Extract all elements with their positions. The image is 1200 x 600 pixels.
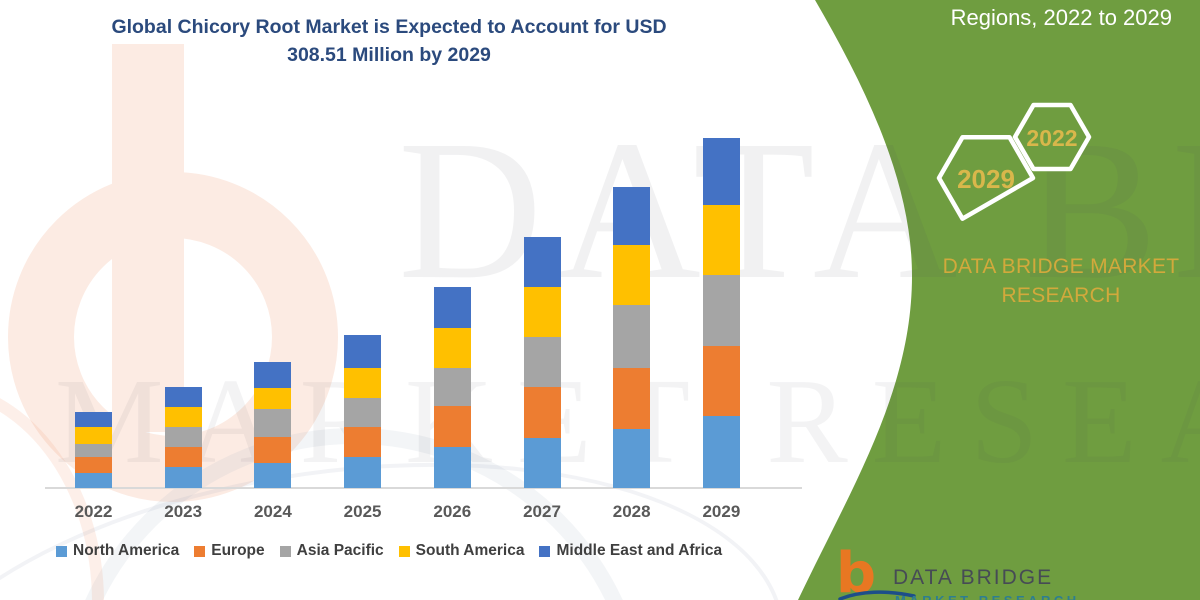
bar-segment-europe-2027 <box>523 386 561 438</box>
bar-segment-europe-2028 <box>613 368 651 430</box>
bar-segment-asia-pacific-2028 <box>613 305 651 369</box>
bar-segment-north-america-2028 <box>613 429 651 488</box>
bar-segment-europe-2026 <box>433 406 471 448</box>
bar-segment-north-america-2026 <box>433 447 471 488</box>
hexagon-2022-label: 2022 <box>1026 125 1077 151</box>
x-axis-label-2024: 2024 <box>253 502 292 521</box>
legend-item-middle-east-and-africa: Middle East and Africa <box>539 542 722 560</box>
bar-segment-asia-pacific-2024 <box>254 409 292 438</box>
legend-swatch-icon <box>539 545 551 557</box>
bar-segment-south-america-2029 <box>702 205 740 276</box>
bar-segment-europe-2022 <box>75 457 112 474</box>
panel-brand-text: DATA BRIDGE MARKET RESEARCH <box>942 255 1180 307</box>
legend-swatch-icon <box>398 545 410 557</box>
x-axis-label-2023: 2023 <box>164 502 203 521</box>
bar-segment-south-america-2023 <box>164 407 202 428</box>
legend-swatch-icon <box>56 545 67 557</box>
legend-item-south-america: South America <box>398 542 525 560</box>
x-axis-label-2026: 2026 <box>433 502 472 521</box>
footer-logo: b DATA BRIDGE MARKET RESEARCH <box>836 546 1136 600</box>
legend-label: Europe <box>211 542 265 559</box>
footer-brand-name: DATA BRIDGE <box>893 566 1054 589</box>
bar-segment-asia-pacific-2026 <box>433 368 471 407</box>
bar-segment-south-america-2027 <box>523 286 561 337</box>
x-axis-label-2027: 2027 <box>523 502 561 521</box>
bar-segment-asia-pacific-2023 <box>164 427 202 448</box>
hexagon-2029-label: 2029 <box>957 164 1015 194</box>
legend-swatch-icon <box>279 545 291 557</box>
green-panel-shape <box>798 0 1200 600</box>
bar-segment-middle-east-and-africa-2025 <box>344 335 382 369</box>
bar-segment-europe-2025 <box>344 427 382 458</box>
hexagon-2029-icon <box>936 135 1036 221</box>
legend-item-europe: Europe <box>194 542 265 560</box>
bar-segment-middle-east-and-africa-2026 <box>433 287 471 329</box>
bar-segment-south-america-2024 <box>254 388 292 410</box>
x-axis-label-2025: 2025 <box>343 502 382 521</box>
bar-segment-north-america-2029 <box>702 415 740 488</box>
bar-segment-middle-east-and-africa-2024 <box>254 362 292 389</box>
bar-segment-europe-2023 <box>164 447 202 468</box>
bar-segment-europe-2029 <box>702 346 740 416</box>
x-axis-label-2028: 2028 <box>612 502 651 521</box>
legend-label: Middle East and Africa <box>556 542 723 559</box>
bar-segment-asia-pacific-2022 <box>75 444 112 458</box>
bar-segment-north-america-2024 <box>254 463 292 488</box>
bar-segment-middle-east-and-africa-2027 <box>523 236 561 287</box>
bar-segment-asia-pacific-2029 <box>702 275 740 347</box>
bar-segment-south-america-2025 <box>344 368 382 399</box>
panel-heading: Regions, 2022 to 2029 <box>950 5 1172 30</box>
x-axis-label-2029: 2029 <box>702 502 741 521</box>
bar-segment-south-america-2026 <box>433 328 471 369</box>
legend-label: South America <box>415 542 525 559</box>
bar-segment-middle-east-and-africa-2023 <box>164 387 202 408</box>
footer-swoosh-icon <box>838 590 916 600</box>
bar-segment-middle-east-and-africa-2022 <box>75 412 112 427</box>
hexagon-2022-icon <box>1012 102 1092 172</box>
bar-segment-south-america-2028 <box>613 245 651 306</box>
bar-segment-north-america-2027 <box>523 437 561 488</box>
bar-segment-north-america-2025 <box>344 457 382 488</box>
x-axis-label-2022: 2022 <box>74 502 113 521</box>
bar-segment-north-america-2023 <box>164 467 202 488</box>
bar-segment-europe-2024 <box>254 437 292 464</box>
bar-segment-middle-east-and-africa-2028 <box>613 187 651 246</box>
bar-segment-middle-east-and-africa-2029 <box>702 138 740 206</box>
footer-brand-subtitle: MARKET RESEARCH <box>895 593 1080 600</box>
chart-legend: North America Europe Asia Pacific South Ame… <box>56 542 722 560</box>
bar-segment-north-america-2022 <box>75 473 112 488</box>
bar-segment-asia-pacific-2025 <box>344 398 382 428</box>
legend-item-north-america: North America <box>56 542 179 560</box>
chart-title: Global Chicory Root Market is Expected t… <box>111 16 667 66</box>
legend-swatch-icon <box>194 545 206 557</box>
legend-label: Asia Pacific <box>296 542 384 559</box>
x-axis-line <box>45 487 802 489</box>
bar-segment-asia-pacific-2027 <box>523 336 561 387</box>
bar-segment-south-america-2022 <box>75 427 112 444</box>
legend-label: North America <box>73 542 180 559</box>
legend-item-asia-pacific: Asia Pacific <box>279 542 384 560</box>
